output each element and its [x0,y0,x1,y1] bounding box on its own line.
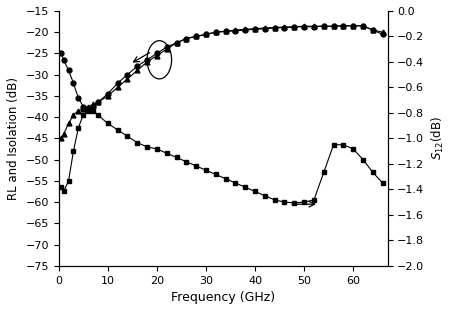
Y-axis label: RL and Isolation (dB): RL and Isolation (dB) [7,77,20,200]
X-axis label: Frequency (GHz): Frequency (GHz) [171,291,275,304]
Y-axis label: $S_{12}$(dB): $S_{12}$(dB) [430,116,446,160]
